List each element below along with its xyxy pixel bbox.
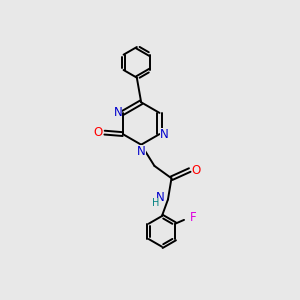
Text: H: H [152,198,159,208]
Text: N: N [160,128,169,141]
Text: N: N [113,106,122,119]
Text: N: N [137,145,146,158]
Text: O: O [93,126,103,139]
Text: F: F [190,211,196,224]
Text: N: N [156,191,165,205]
Text: O: O [192,164,201,176]
